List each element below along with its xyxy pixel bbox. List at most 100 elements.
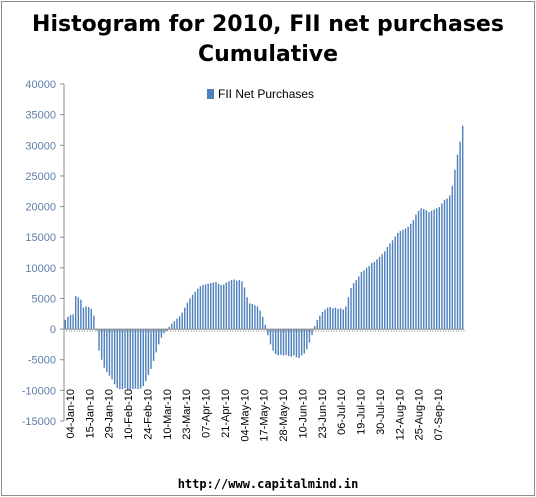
bar: [259, 310, 261, 330]
bar: [342, 309, 344, 330]
bar: [384, 251, 386, 330]
x-tick-label: 12-Aug-10: [394, 389, 406, 440]
x-tick-label: 23-Jun-10: [317, 389, 329, 439]
x-tick-label: 10-Feb-10: [123, 389, 135, 440]
bar: [272, 329, 274, 351]
bar: [150, 329, 152, 369]
bar: [397, 232, 399, 330]
bar: [243, 287, 246, 330]
bar: [67, 316, 69, 330]
bar: [454, 169, 456, 330]
bar: [134, 329, 137, 389]
bar: [438, 207, 441, 330]
y-tick-label: -10000: [22, 385, 56, 397]
bar: [334, 307, 337, 330]
bar: [298, 329, 300, 358]
x-tick-label: 21-Apr-10: [220, 389, 232, 438]
x-tick-label: 29-Jan-10: [104, 389, 116, 439]
x-tick-label: 04-Jan-10: [65, 389, 77, 439]
bar: [428, 212, 430, 330]
bar: [233, 279, 235, 330]
bar: [280, 329, 282, 355]
bar: [93, 315, 95, 330]
bar: [399, 231, 402, 330]
bar: [246, 297, 248, 330]
y-tick-label: 10000: [25, 263, 56, 275]
bar: [287, 329, 290, 357]
bar: [423, 209, 425, 330]
bar: [108, 329, 111, 376]
y-tick-label: -5000: [28, 355, 56, 367]
x-tick-label: 19-Jul-10: [356, 389, 368, 435]
bar: [415, 214, 417, 330]
bar: [407, 226, 409, 330]
bar: [215, 281, 217, 330]
bar: [264, 324, 267, 330]
legend-swatch: [207, 89, 214, 99]
x-tick-label: 17-May-10: [259, 389, 271, 442]
bar: [113, 329, 116, 385]
bar: [80, 299, 82, 330]
y-tick-label: 5000: [32, 293, 56, 305]
source-url: http://www.capitalmind.in: [177, 477, 359, 491]
bar: [168, 326, 170, 330]
bar: [129, 329, 131, 390]
bar: [446, 198, 448, 330]
bar: [420, 208, 422, 330]
bar: [103, 329, 105, 368]
bar: [350, 288, 352, 330]
bar: [191, 294, 194, 330]
x-tick-label: 07-Apr-10: [201, 389, 213, 438]
y-tick-label: 35000: [25, 110, 56, 122]
bar: [449, 195, 451, 330]
bar: [142, 329, 144, 387]
bar: [365, 267, 368, 330]
bar: [254, 305, 256, 330]
bar: [373, 261, 376, 330]
bar: [230, 280, 233, 330]
bar: [95, 329, 98, 331]
bar: [132, 329, 134, 390]
bar: [158, 329, 160, 345]
x-tick-label: 23-Mar-10: [181, 389, 193, 440]
bar: [326, 307, 329, 330]
bar: [145, 329, 147, 382]
bar: [139, 329, 142, 389]
x-tick-label: 06-Jul-10: [336, 389, 348, 435]
bar: [251, 303, 254, 330]
bar: [202, 284, 204, 330]
y-tick-label: -15000: [22, 416, 56, 428]
bar: [391, 240, 394, 330]
bar: [337, 308, 339, 330]
bar: [311, 329, 313, 336]
bar: [376, 259, 378, 330]
bar: [430, 210, 433, 330]
bar: [404, 228, 407, 330]
bar-series: [64, 125, 464, 390]
bar: [300, 329, 303, 356]
bar: [210, 283, 212, 330]
bar: [285, 329, 287, 355]
bar: [249, 303, 251, 330]
x-axis: 04-Jan-10 15-Jan-10 29-Jan-10 10-Feb-10 24-F…: [63, 328, 465, 442]
bar: [236, 280, 238, 330]
x-tick-label: 04-May-10: [239, 389, 251, 442]
bar: [456, 154, 459, 330]
bar: [347, 297, 350, 330]
bar: [176, 318, 178, 330]
bar: [339, 308, 342, 330]
bar: [290, 329, 292, 357]
bar: [389, 243, 391, 330]
bar: [355, 280, 357, 330]
bar: [173, 321, 176, 330]
bar: [184, 307, 186, 330]
bar: [319, 315, 321, 330]
x-tick-label: 25-Aug-10: [414, 389, 426, 440]
bar: [126, 329, 129, 390]
x-tick-label: 28-May-10: [278, 389, 290, 442]
bar: [238, 280, 241, 330]
bar: [111, 329, 113, 380]
bar: [160, 329, 163, 338]
